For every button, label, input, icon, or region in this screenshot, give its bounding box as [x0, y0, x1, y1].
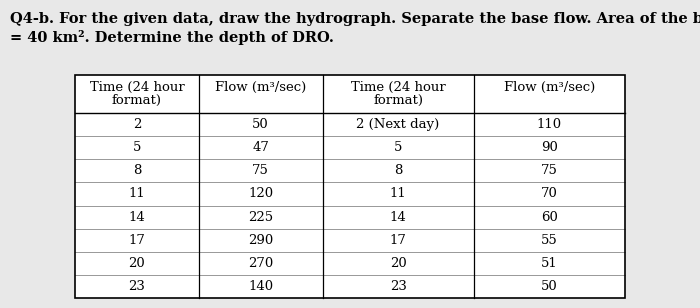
- Text: 110: 110: [537, 118, 562, 131]
- Text: 20: 20: [129, 257, 146, 270]
- Text: 17: 17: [390, 234, 407, 247]
- Text: 5: 5: [133, 141, 141, 154]
- Text: 50: 50: [252, 118, 269, 131]
- Text: 11: 11: [129, 188, 146, 201]
- Text: 11: 11: [390, 188, 407, 201]
- Text: 290: 290: [248, 234, 273, 247]
- Text: 47: 47: [252, 141, 269, 154]
- Text: format): format): [112, 94, 162, 107]
- Text: Flow (m³/sec): Flow (m³/sec): [215, 81, 307, 94]
- Text: 50: 50: [541, 280, 558, 293]
- Text: 8: 8: [133, 164, 141, 177]
- Text: 23: 23: [390, 280, 407, 293]
- Text: 2: 2: [133, 118, 141, 131]
- Text: 20: 20: [390, 257, 407, 270]
- Text: 55: 55: [541, 234, 558, 247]
- Text: 60: 60: [541, 211, 558, 224]
- Polygon shape: [75, 75, 625, 298]
- Text: 70: 70: [541, 188, 558, 201]
- Text: Q4-b. For the given data, draw the hydrograph. Separate the base flow. Area of t: Q4-b. For the given data, draw the hydro…: [10, 12, 700, 26]
- Text: 225: 225: [248, 211, 273, 224]
- Text: 17: 17: [128, 234, 146, 247]
- Text: 120: 120: [248, 188, 273, 201]
- Text: = 40 km². Determine the depth of DRO.: = 40 km². Determine the depth of DRO.: [10, 30, 334, 45]
- Text: Time (24 hour: Time (24 hour: [351, 81, 445, 94]
- Text: 5: 5: [394, 141, 402, 154]
- Text: 270: 270: [248, 257, 273, 270]
- Text: 23: 23: [128, 280, 146, 293]
- Text: 75: 75: [252, 164, 269, 177]
- Text: 90: 90: [541, 141, 558, 154]
- Text: 140: 140: [248, 280, 273, 293]
- Text: 8: 8: [394, 164, 402, 177]
- Text: 14: 14: [390, 211, 407, 224]
- Text: Time (24 hour: Time (24 hour: [90, 81, 184, 94]
- Text: 75: 75: [541, 164, 558, 177]
- Text: Flow (m³/sec): Flow (m³/sec): [504, 81, 595, 94]
- Text: 2 (Next day): 2 (Next day): [356, 118, 440, 131]
- Text: 14: 14: [129, 211, 146, 224]
- Text: 51: 51: [541, 257, 558, 270]
- Text: format): format): [373, 94, 423, 107]
